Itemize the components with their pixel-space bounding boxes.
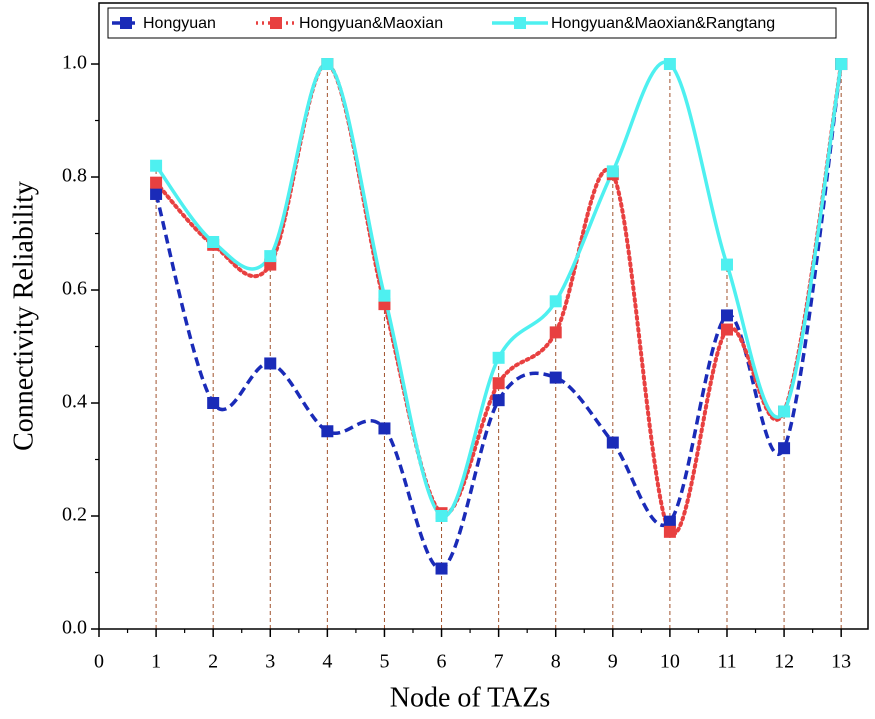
marker: [321, 425, 334, 438]
y-tick-label: 0.6: [62, 278, 87, 300]
marker: [264, 250, 277, 263]
legend-label: Hongyuan: [143, 15, 216, 32]
y-tick-label: 0.2: [62, 504, 87, 526]
marker: [778, 442, 791, 455]
x-tick-label: 3: [265, 651, 275, 673]
marker: [549, 371, 562, 384]
marker: [207, 235, 220, 248]
y-tick-label: 0.8: [62, 165, 87, 187]
x-tick-label: 2: [208, 651, 218, 673]
x-tick-label: 11: [717, 651, 736, 673]
marker: [549, 295, 562, 308]
x-tick-label: 13: [831, 651, 851, 673]
marker: [835, 58, 848, 71]
marker: [321, 58, 334, 71]
legend-marker: [514, 17, 526, 29]
marker: [435, 562, 448, 575]
marker: [720, 309, 733, 322]
marker: [663, 58, 676, 71]
x-tick-label: 6: [437, 651, 447, 673]
marker: [435, 510, 448, 523]
x-tick-label: 9: [608, 651, 618, 673]
x-tick-label: 8: [551, 651, 561, 673]
marker: [492, 394, 505, 407]
x-tick-label: 1: [151, 651, 161, 673]
marker: [492, 351, 505, 364]
y-tick-label: 0.0: [62, 617, 87, 639]
x-tick-label: 4: [322, 651, 332, 673]
x-tick-label: 0: [94, 651, 104, 673]
series-line: [154, 60, 843, 518]
marker: [150, 176, 163, 189]
y-tick-label: 0.4: [62, 391, 87, 413]
marker: [663, 525, 676, 538]
y-axis-title: Connectivity Reliability: [8, 181, 39, 451]
marker: [606, 165, 619, 178]
legend-box: [107, 7, 837, 39]
legend-label: Hongyuan&Maoxian: [299, 15, 443, 32]
marker: [378, 289, 391, 302]
marker: [606, 436, 619, 449]
legend-marker: [120, 17, 132, 29]
x-tick-label: 10: [660, 651, 680, 673]
marker: [778, 405, 791, 418]
legend-marker: [270, 17, 282, 29]
x-tick-label: 7: [494, 651, 504, 673]
marker: [663, 515, 676, 528]
marker: [150, 187, 163, 200]
marker: [378, 422, 391, 435]
x-tick-label: 12: [774, 651, 794, 673]
marker: [150, 159, 163, 172]
marker: [549, 326, 562, 339]
y-tick-label: 1.0: [62, 52, 87, 74]
marker: [264, 357, 277, 370]
plot-frame: [98, 2, 869, 630]
x-tick-label: 5: [379, 651, 389, 673]
marker: [720, 323, 733, 336]
legend-label: Hongyuan&Maoxian&Rangtang: [551, 15, 775, 32]
marker: [492, 377, 505, 390]
marker: [207, 397, 220, 410]
marker: [720, 258, 733, 271]
x-axis-title: Node of TAZs: [390, 682, 551, 713]
